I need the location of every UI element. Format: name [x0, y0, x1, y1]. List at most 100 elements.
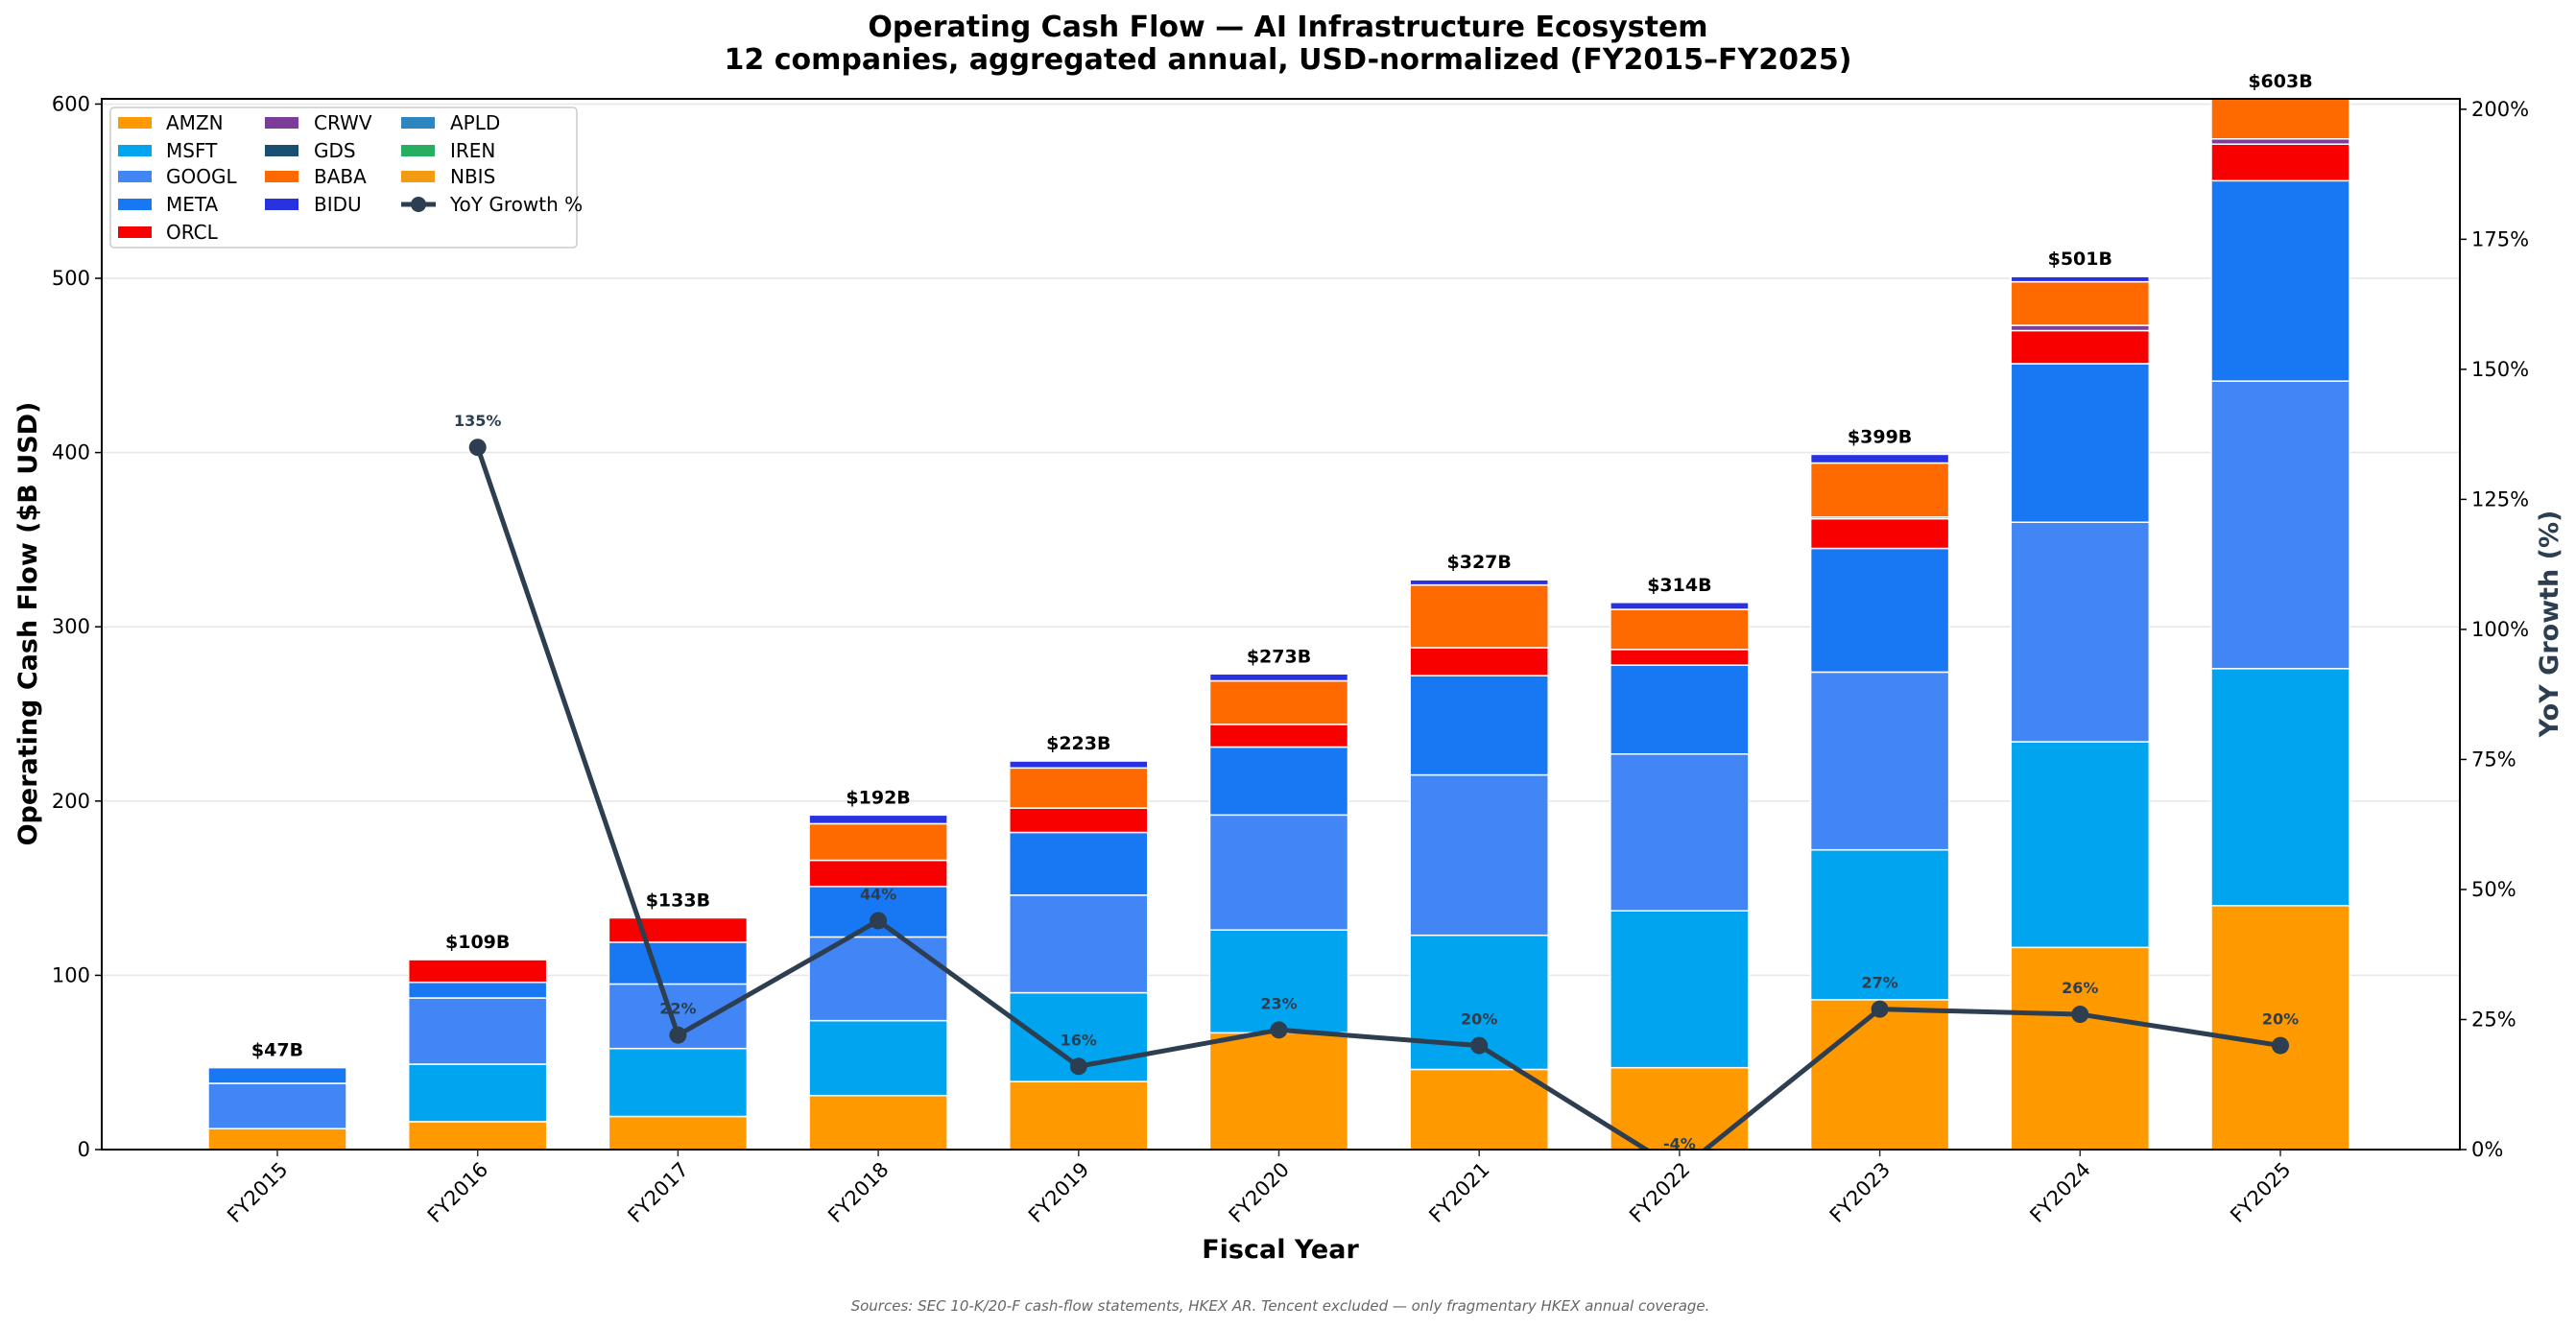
bar-segment-baba [1009, 767, 1149, 809]
bar-segment-meta [608, 941, 749, 985]
legend-swatch-gds [265, 145, 298, 156]
y2-tick-label: 100% [2471, 618, 2529, 641]
yoy-label: 27% [1861, 974, 1897, 992]
bar-segment-baba [808, 822, 948, 862]
total-labels: $47B $109B $133B $192B $223B $273B $327B $314B $… [251, 71, 2313, 1061]
bar-segment-amzn [608, 1115, 749, 1150]
bar-segment-meta [2010, 363, 2151, 524]
legend-label: BIDU [314, 193, 362, 216]
legend-label: YoY Growth % [449, 193, 583, 216]
yoy-label: 16% [1061, 1031, 1097, 1049]
x-tick-label: FY2015 [223, 1158, 292, 1227]
bar-segment-msft [1610, 910, 1750, 1069]
bar-segment-bidu [1610, 602, 1750, 610]
yoy-point [669, 1026, 687, 1044]
bar-segment-baba [2210, 99, 2350, 140]
total-label: $273B [1247, 646, 1311, 667]
x-tick-label: FY2021 [1424, 1158, 1493, 1227]
x-tick-label: FY2020 [1225, 1158, 1294, 1227]
y-tick-label: 400 [52, 441, 90, 464]
y-tick-label: 200 [52, 790, 90, 813]
legend-label: ORCL [166, 221, 219, 244]
total-label: $192B [846, 787, 910, 808]
x-tick-label: FY2025 [2226, 1158, 2295, 1227]
bar-segment-crwv [2210, 138, 2350, 145]
bar-segment-baba [1610, 608, 1750, 651]
bar-segment-crwv [2010, 324, 2151, 332]
bar-segment-meta [1610, 664, 1750, 755]
bar-segment-orcl [1610, 649, 1750, 666]
yoy-point [2272, 1036, 2289, 1055]
bar-segment-meta [1809, 547, 1950, 674]
total-label: $133B [646, 890, 710, 911]
legend-label: AMZN [166, 111, 224, 134]
bar-segment-orcl [1809, 517, 1950, 550]
legend-swatch-googl [118, 171, 152, 182]
y2-tick-label: 125% [2471, 487, 2529, 510]
total-label: $327B [1447, 552, 1512, 573]
bar-segment-baba [1809, 462, 1950, 518]
y2-tick-label: 150% [2471, 358, 2529, 381]
legend-label: BABA [314, 165, 367, 188]
y2-tick-label: 0% [2471, 1138, 2503, 1161]
yoy-label: 26% [2062, 979, 2098, 997]
total-label: $501B [2048, 249, 2112, 270]
bar-segment-googl [1009, 894, 1149, 994]
bar-segment-amzn [1208, 1032, 1349, 1150]
bar-segment-amzn [1409, 1068, 1549, 1150]
bar-segment-bidu [1208, 673, 1349, 682]
x-tick-label: FY2023 [1825, 1158, 1895, 1227]
bar-segment-msft [608, 1047, 749, 1118]
total-label: $603B [2248, 71, 2312, 92]
bar-segment-orcl [1208, 724, 1349, 748]
total-label: $399B [1848, 426, 1912, 447]
legend-marker [411, 197, 426, 212]
bar-segment-baba [2010, 280, 2151, 326]
y-tick-label: 300 [52, 615, 90, 638]
legend-swatch-iren [401, 145, 435, 156]
bar-segment-amzn [2010, 946, 2151, 1150]
yoy-line-path [475, 446, 2281, 1150]
bar-segment-baba [1409, 583, 1549, 649]
legend-label: IREN [450, 139, 495, 162]
yoy-label: 44% [860, 885, 896, 903]
source-note: Sources: SEC 10-K/20-F cash-flow stateme… [851, 1297, 1710, 1315]
bar-segment-msft [808, 1019, 948, 1097]
legend-label: NBIS [450, 165, 495, 188]
yoy-label: 20% [2262, 1010, 2299, 1029]
chart-title: Operating Cash Flow — AI Infrastructure … [868, 11, 1707, 44]
total-label: $109B [445, 932, 510, 953]
yoy-point [1069, 1057, 1087, 1076]
bar-segment-orcl [2210, 143, 2350, 182]
bar-segment-msft [2210, 668, 2350, 907]
bar-segment-meta [1409, 675, 1549, 776]
bar-segment-orcl [808, 859, 948, 888]
yoy-point [870, 912, 888, 930]
bar-segment-meta [207, 1066, 347, 1084]
legend-label: GDS [314, 139, 356, 162]
bar-segment-msft [1208, 929, 1349, 1034]
legend-label: APLD [450, 111, 500, 134]
bar-segment-amzn [2210, 905, 2350, 1150]
y-axis-label: Operating Cash Flow ($B USD) [13, 402, 43, 846]
bar-segment-bidu [1409, 579, 1549, 586]
y2-tick-label: 75% [2471, 748, 2516, 771]
x-axis-label: Fiscal Year [1202, 1235, 1359, 1265]
y2-tick-label: 200% [2471, 98, 2529, 121]
legend-swatch-baba [265, 171, 298, 182]
x-tick-label: FY2024 [2025, 1158, 2094, 1227]
bar-segment-bidu [1809, 453, 1950, 464]
bar-segment-googl [407, 997, 548, 1065]
yoy-line: 135% 22% 44% 16% 23% 20% -4% 27% 26% 20% [454, 412, 2299, 1150]
x-tick-label: FY2019 [1024, 1158, 1093, 1227]
plot-frame [101, 98, 2461, 1151]
bar-segment-msft [2010, 741, 2151, 949]
left-axis: 0 100 200 300 400 500 600 [52, 92, 102, 1161]
x-tick-label: FY2016 [423, 1158, 492, 1227]
chart-subtitle: 12 companies, aggregated annual, USD-nor… [725, 43, 1852, 77]
bar-segment-amzn [207, 1127, 347, 1150]
yoy-label: 20% [1461, 1010, 1497, 1029]
legend-swatch-crwv [265, 117, 298, 129]
yoy-point [1871, 1000, 1889, 1018]
